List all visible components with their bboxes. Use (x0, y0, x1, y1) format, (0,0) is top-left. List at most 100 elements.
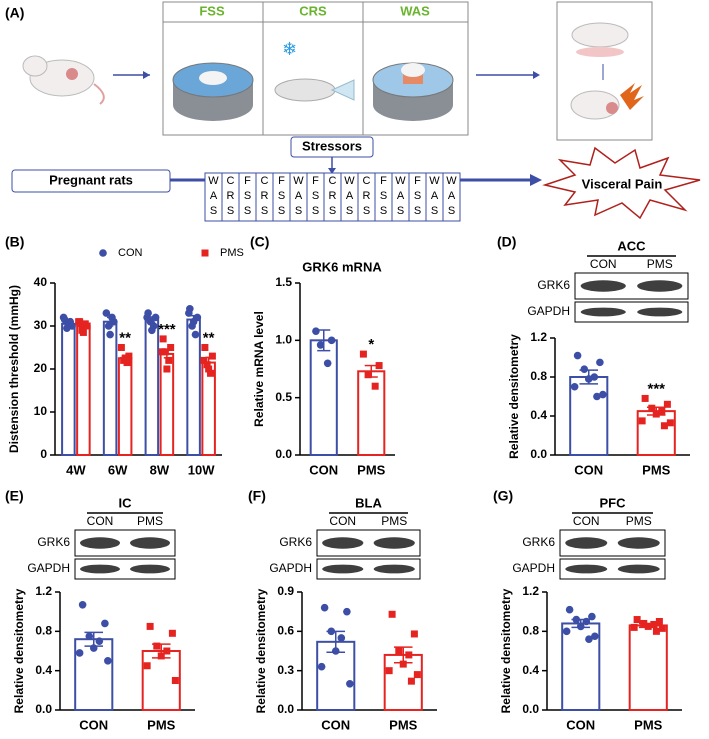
y-tick-label: 0.8 (530, 369, 547, 383)
data-point (200, 356, 208, 364)
sequence-letter: S (414, 190, 421, 202)
lane-label: PMS (626, 514, 652, 528)
legend-marker (99, 249, 107, 257)
data-point (343, 607, 351, 616)
y-tick-label: 0.0 (275, 447, 292, 461)
data-point (165, 356, 173, 364)
y-tick-label: 40 (34, 275, 48, 289)
sequence-letter: A (397, 190, 405, 202)
panel-label: (F) (248, 488, 266, 504)
data-point (576, 622, 585, 631)
legend-marker (201, 249, 209, 257)
data-point (570, 382, 579, 391)
protein-label: GRK6 (37, 535, 70, 549)
y-tick-label: 1.2 (35, 584, 52, 598)
data-point (599, 390, 607, 399)
lane-label: PMS (647, 257, 673, 271)
bar (561, 622, 601, 712)
panel-label: (D) (497, 234, 516, 250)
lane-label: PMS (381, 514, 407, 528)
data-point (208, 352, 216, 360)
data-point (312, 327, 320, 335)
data-point (663, 400, 671, 408)
chart: (C) GRK6 mRNA 0.0 0.5 1.0 1.5 CON PMS Relative m… (250, 234, 395, 477)
data-point (582, 617, 591, 626)
data-point (652, 627, 660, 635)
data-point (658, 407, 666, 415)
sequence-letter: R (261, 190, 269, 202)
y-tick-label: 0.0 (277, 702, 294, 716)
data-point (640, 619, 648, 627)
sequence-letter: S (380, 205, 387, 217)
y-tick-label: 0.4 (35, 663, 52, 677)
data-point (660, 422, 668, 430)
data-point (95, 637, 104, 645)
sequence-letter: F (278, 175, 285, 187)
sequence-letter: S (329, 205, 336, 217)
significance: *** (158, 321, 176, 338)
x-tick-label: CON (574, 462, 603, 477)
y-tick-label: 0 (40, 447, 47, 461)
sequence-letter: S (278, 190, 285, 202)
outcome-label: Visceral Pain (582, 176, 663, 191)
blot-frame (316, 558, 421, 580)
blot-band (617, 537, 660, 549)
x-tick-label: PMS (642, 462, 671, 477)
data-point (364, 371, 372, 379)
protein-label: GRK6 (279, 535, 312, 549)
data-point (75, 649, 84, 657)
sequence-letter: S (380, 190, 387, 202)
data-point (323, 359, 332, 368)
data-point (399, 660, 407, 668)
y-tick-label: 0.0 (522, 702, 539, 716)
data-point (167, 344, 175, 351)
data-point (573, 351, 582, 360)
blot-region: BLA (355, 495, 382, 510)
legend-label: PMS (220, 247, 244, 259)
blot-band (637, 280, 683, 292)
sequence-letter: A (431, 190, 439, 202)
data-point (388, 610, 396, 618)
x-tick-label: PMS (147, 717, 176, 732)
x-tick-label: CON (566, 717, 595, 732)
blot-frame (574, 301, 689, 323)
arrow-head (328, 168, 336, 174)
sequence-cell (442, 172, 461, 222)
panel-label: (G) (493, 488, 513, 504)
data-point (327, 336, 336, 345)
y-axis-label: Relative densitometry (507, 334, 521, 459)
stress-sequence: WASCRSFSSCRSFSSWASFSSCRSWASCRSFSSWASFSSW… (204, 172, 461, 222)
sequence-letter: W (293, 175, 304, 187)
data-point (64, 320, 73, 328)
y-tick-label: 0.8 (522, 624, 539, 638)
data-point (562, 627, 571, 636)
data-point (85, 632, 94, 641)
data-point (171, 677, 179, 684)
pain-burst (542, 146, 701, 220)
chart: (E) IC CON PMS GRK6 GAPDH 0.0 0.4 0.8 1.2 CON PMS Re… (5, 488, 195, 732)
stressors-label: Stressors (302, 138, 362, 153)
sequence-letter: S (261, 205, 268, 217)
protein-label: GRK6 (537, 278, 570, 292)
data-point (638, 417, 646, 425)
lane-label: CON (590, 257, 617, 271)
sequence-letter: F (312, 175, 319, 187)
data-point (371, 382, 379, 390)
x-tick-label: CON (79, 717, 108, 732)
bar (628, 624, 668, 712)
sequence-letter: S (414, 205, 421, 217)
y-axis-label: Relative densitometry (12, 588, 26, 713)
data-point (652, 410, 660, 418)
data-point (189, 317, 198, 326)
data-point (585, 635, 593, 643)
rat (22, 55, 105, 105)
data-point (650, 620, 658, 628)
data-point (565, 605, 574, 614)
y-tick-label: 0.6 (277, 624, 294, 638)
y-tick-label: 0.3 (277, 663, 294, 677)
data-point (359, 350, 367, 358)
data-point (158, 348, 166, 356)
blot-band (637, 307, 683, 317)
data-point (191, 330, 200, 339)
sequence-letter: W (395, 175, 406, 187)
